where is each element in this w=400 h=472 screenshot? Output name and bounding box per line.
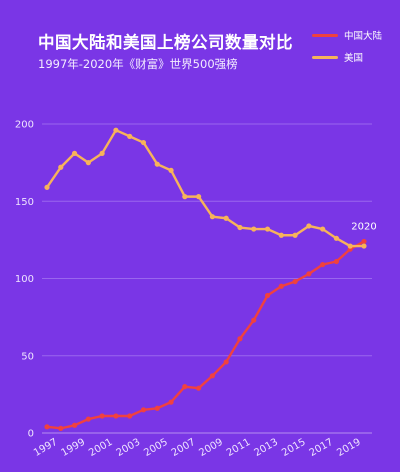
- data-point: [320, 261, 326, 268]
- data-point: [99, 413, 105, 419]
- x-tick-label: 2007: [170, 437, 198, 459]
- data-point: [196, 194, 202, 200]
- data-point: [361, 238, 367, 245]
- legend-item-usa: 美国: [312, 50, 382, 64]
- x-tick-label: 2009: [197, 437, 225, 459]
- x-tick-label: 2001: [87, 437, 115, 459]
- data-point: [196, 385, 202, 391]
- data-point: [182, 384, 188, 390]
- data-point: [44, 184, 50, 190]
- legend-swatch-china: [312, 33, 338, 37]
- data-point: [278, 283, 284, 289]
- data-point: [44, 424, 50, 430]
- x-tick-label: 2013: [253, 437, 281, 459]
- data-point: [347, 243, 353, 249]
- legend-swatch-usa: [312, 55, 338, 59]
- data-point: [320, 226, 326, 232]
- data-point: [154, 161, 160, 167]
- data-point: [58, 425, 64, 431]
- y-tick-label: 200: [15, 120, 34, 131]
- x-tick-label: 2017: [308, 437, 336, 459]
- legend-label-china: 中国大陆: [344, 31, 383, 42]
- y-tick-label: 100: [15, 274, 34, 285]
- data-point: [85, 160, 91, 166]
- data-point: [251, 317, 257, 323]
- y-tick-label: 0: [28, 429, 34, 440]
- x-tick-label: 2011: [225, 437, 253, 459]
- data-point: [306, 223, 312, 229]
- y-tick-label: 150: [15, 197, 34, 208]
- chart-subtitle: 1997年-2020年《财富》世界500强榜: [38, 57, 238, 71]
- data-point: [99, 150, 105, 156]
- data-point: [264, 292, 271, 299]
- data-point: [71, 150, 78, 156]
- data-point: [333, 258, 340, 265]
- data-point: [292, 232, 298, 238]
- annotation-2020: 2020: [351, 221, 376, 232]
- x-tick-label: 2003: [115, 437, 143, 459]
- data-point: [223, 359, 229, 365]
- legend: 中国大陆 美国: [312, 28, 382, 72]
- data-point: [278, 232, 284, 238]
- y-tick-label: 50: [21, 351, 34, 362]
- data-point: [113, 413, 119, 419]
- data-point: [71, 422, 78, 428]
- data-point: [182, 194, 188, 200]
- legend-item-china: 中国大陆: [312, 28, 382, 42]
- data-point: [168, 399, 174, 405]
- data-point: [113, 127, 119, 133]
- chart-title: 中国大陆和美国上榜公司数量对比: [38, 33, 293, 52]
- x-tick-label: 1999: [60, 437, 88, 459]
- x-tick-label: 2019: [335, 437, 363, 459]
- data-point: [127, 413, 133, 419]
- data-point: [209, 373, 215, 379]
- data-point: [209, 214, 215, 220]
- data-point: [251, 226, 257, 232]
- data-point: [140, 407, 147, 413]
- data-point: [140, 139, 147, 146]
- data-point: [237, 224, 243, 231]
- x-tick-label: 1997: [32, 437, 60, 459]
- data-point: [361, 243, 367, 249]
- x-tick-label: 2015: [280, 437, 308, 459]
- data-point: [333, 235, 340, 241]
- legend-label-usa: 美国: [344, 53, 364, 64]
- data-point: [292, 278, 298, 285]
- data-point: [168, 167, 174, 173]
- data-point: [264, 226, 271, 232]
- series-line-0: [45, 240, 366, 430]
- data-point: [306, 271, 312, 277]
- data-point: [237, 336, 243, 342]
- data-point: [223, 215, 229, 221]
- data-point: [127, 133, 133, 139]
- x-tick-label: 2005: [142, 437, 170, 459]
- series-line-1: [45, 128, 366, 248]
- data-point: [154, 405, 160, 411]
- data-point: [85, 416, 91, 422]
- data-point: [58, 164, 64, 170]
